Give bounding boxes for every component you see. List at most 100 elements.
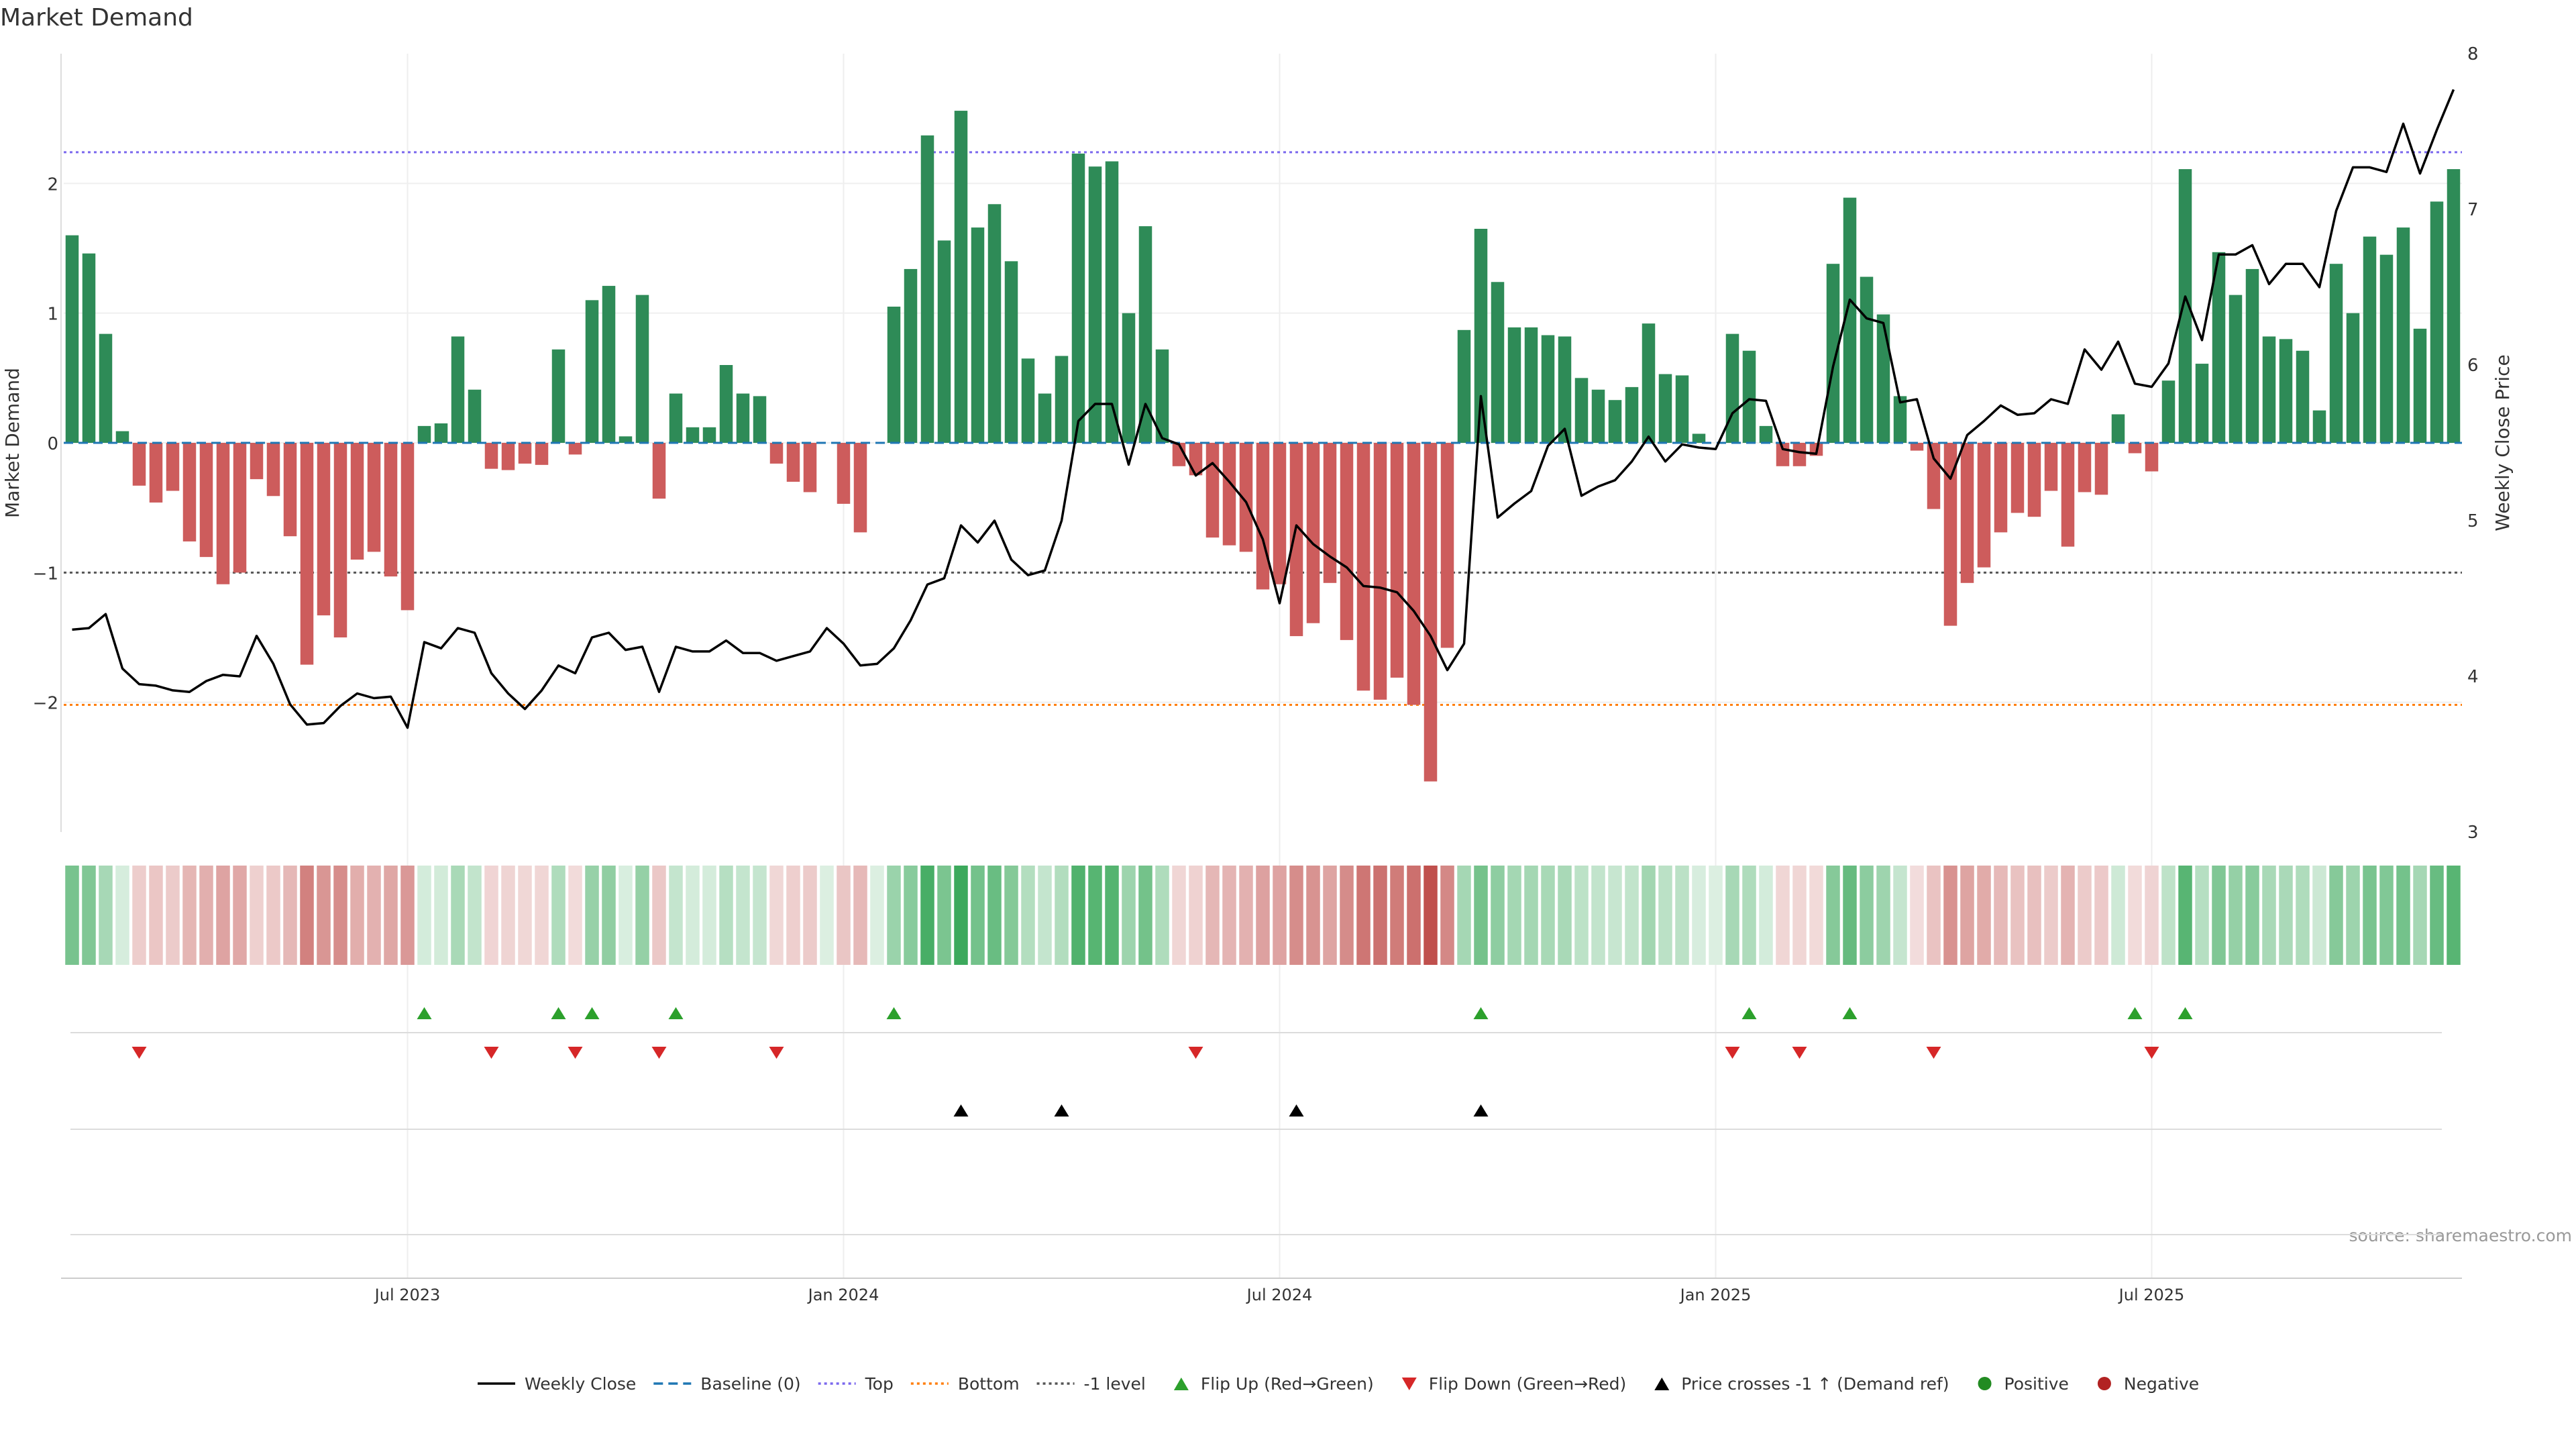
demand-bar — [317, 443, 331, 616]
demand-bar — [2010, 443, 2025, 513]
heat-cell — [333, 866, 347, 965]
heat-cell — [2044, 866, 2058, 965]
legend-label: Flip Up (Red→Green) — [1201, 1374, 1374, 1394]
heat-cell — [1055, 866, 1069, 965]
demand-bar — [1876, 314, 1890, 443]
heat-cell — [1071, 866, 1085, 965]
flip-up-marker — [2178, 1007, 2193, 1019]
flip-up-marker — [1842, 1007, 1858, 1019]
heat-cell — [1893, 866, 1907, 965]
demand-bar — [568, 443, 582, 455]
event-markers — [70, 1007, 2442, 1235]
heat-cell — [1927, 866, 1941, 965]
demand-bar — [971, 227, 985, 443]
heat-cell — [1692, 866, 1706, 965]
demand-bar — [1004, 261, 1018, 443]
demand-bar — [1474, 229, 1488, 443]
demand-bar — [300, 443, 314, 665]
demand-bar — [551, 349, 566, 443]
x-tick-label: Jan 2024 — [807, 1286, 879, 1304]
heat-cell — [820, 866, 834, 965]
demand-bar — [199, 443, 213, 558]
demand-bar — [216, 443, 230, 584]
heat-cell — [82, 866, 96, 965]
heat-cell — [2178, 866, 2192, 965]
demand-bar — [2396, 227, 2410, 443]
demand-bar — [1138, 226, 1152, 443]
demand-bar — [132, 443, 146, 486]
legend-label: Positive — [2004, 1374, 2069, 1394]
heat-cell — [2296, 866, 2310, 965]
y-tick-label-left: 0 — [47, 434, 58, 454]
heat-cell — [434, 866, 448, 965]
heat-cell — [1876, 866, 1890, 965]
demand-bar — [384, 443, 398, 577]
demand-bar — [619, 436, 633, 443]
demand-bar — [2128, 443, 2142, 454]
heat-cell — [2195, 866, 2209, 965]
heat-cell — [1977, 866, 1991, 965]
demand-bar — [719, 365, 733, 443]
price-cross-marker — [953, 1104, 969, 1117]
flip-up-marker — [551, 1007, 566, 1019]
heat-cell — [65, 866, 79, 965]
heat-cell — [2078, 866, 2092, 965]
y-tick-label-right: 6 — [2467, 356, 2479, 376]
source-note: source: sharemaestro.com — [2349, 1226, 2573, 1245]
demand-bar — [1038, 393, 1052, 443]
heat-cell — [1222, 866, 1236, 965]
demand-bar — [2027, 443, 2041, 517]
flip-up-marker — [668, 1007, 684, 1019]
heat-cell — [1792, 866, 1807, 965]
heat-cell — [1256, 866, 1270, 965]
demand-bar — [1055, 356, 1069, 443]
heat-cell — [920, 866, 934, 965]
heat-cell — [1038, 866, 1052, 965]
heat-cell — [199, 866, 213, 965]
demand-bar — [1507, 327, 1521, 443]
demand-bar — [2078, 443, 2092, 492]
chart-title: Market Demand — [0, 4, 193, 32]
heat-cell — [1239, 866, 1253, 965]
heat-cell — [2145, 866, 2159, 965]
heat-cell — [1306, 866, 1320, 965]
flip-up-marker — [1741, 1007, 1757, 1019]
heat-cell — [2027, 866, 2041, 965]
demand-bar — [602, 286, 616, 443]
heat-cell — [518, 866, 532, 965]
legend-swatch — [1978, 1377, 1992, 1390]
demand-bar — [1306, 443, 1320, 623]
demand-bar — [400, 443, 415, 611]
heat-cell — [501, 866, 515, 965]
heat-cell — [2413, 866, 2427, 965]
demand-bar — [1692, 433, 1706, 443]
heat-cell — [417, 866, 431, 965]
heat-cell — [753, 866, 767, 965]
demand-bar — [166, 443, 180, 491]
flip-up-marker — [2127, 1007, 2143, 1019]
heat-cell — [1172, 866, 1186, 965]
heat-cell — [1541, 866, 1555, 965]
heat-cell — [1289, 866, 1303, 965]
demand-bar — [937, 240, 951, 443]
heat-cell — [216, 866, 230, 965]
demand-bar — [2363, 236, 2377, 443]
heat-cell — [1424, 866, 1438, 965]
heat-cell — [2430, 866, 2444, 965]
demand-bar — [1927, 443, 1941, 509]
demand-bar — [501, 443, 515, 470]
demand-bar — [266, 443, 280, 497]
heat-cell — [1843, 866, 1857, 965]
legend-label: Price crosses -1 ↑ (Demand ref) — [1681, 1374, 1949, 1394]
flip-down-marker — [131, 1047, 147, 1059]
heat-cell — [1105, 866, 1119, 965]
heat-cell — [1205, 866, 1220, 965]
heat-cell — [2229, 866, 2243, 965]
demand-bar — [1356, 443, 1371, 691]
demand-bar — [182, 443, 197, 541]
legend-label: Negative — [2124, 1374, 2199, 1394]
flip-down-marker — [1926, 1047, 1941, 1059]
demand-bar — [853, 443, 867, 533]
demand-bar — [1323, 443, 1337, 583]
demand-bar — [149, 443, 163, 503]
